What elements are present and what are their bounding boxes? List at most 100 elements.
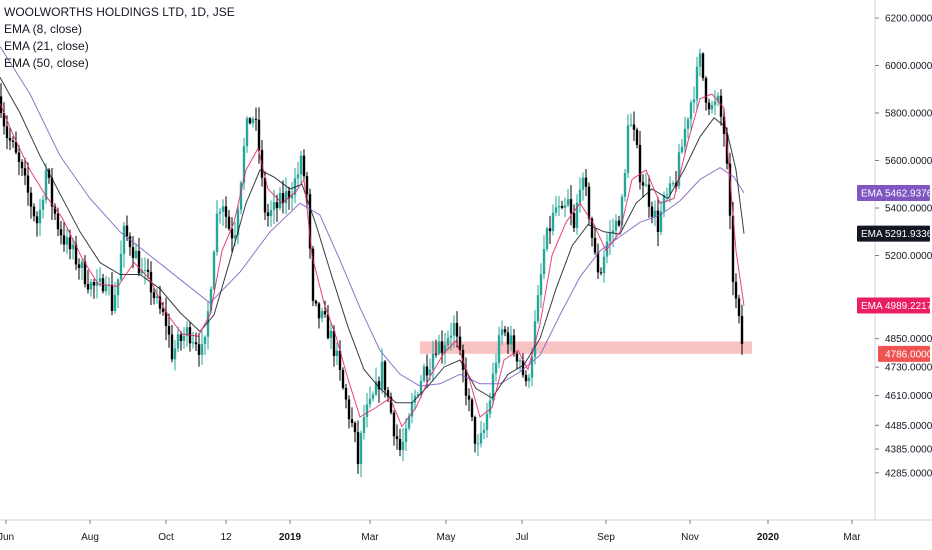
candle-body — [59, 229, 63, 236]
candle-body — [515, 353, 519, 362]
ema21-line — [0, 77, 745, 404]
candle-body — [563, 205, 567, 208]
candle-body — [203, 336, 207, 344]
x-tick-label: Jul — [516, 532, 529, 543]
y-tick-label: 4610.0000 — [885, 391, 932, 402]
support-zone — [420, 341, 752, 354]
candle-body — [707, 102, 711, 110]
legend-ema21[interactable]: EMA (21, close) — [4, 39, 89, 53]
chart-legend: WOOLWORTHS HOLDINGS LTD, 1D, JSE EMA (8,… — [4, 4, 235, 72]
candle-body — [713, 101, 717, 105]
candle-body — [197, 344, 201, 355]
candle-body — [257, 119, 261, 150]
candle-body — [320, 311, 324, 319]
candle-body — [716, 95, 720, 102]
candle-body — [14, 141, 18, 153]
candle-body — [281, 193, 285, 204]
candle-body — [626, 125, 630, 173]
candle-body — [368, 398, 372, 405]
legend-ema8[interactable]: EMA (8, close) — [4, 22, 83, 36]
candle-body — [497, 335, 501, 363]
candle-body — [629, 124, 633, 126]
candle-body — [191, 342, 195, 344]
x-tick-label: 2020 — [757, 532, 780, 543]
candle-body — [731, 215, 735, 282]
candle-body — [173, 348, 177, 360]
candle-body — [344, 387, 348, 400]
candle-body — [398, 439, 402, 451]
candle-body — [80, 261, 84, 269]
candle-body — [623, 172, 627, 197]
candle-body — [608, 233, 612, 242]
candle-body — [638, 144, 642, 183]
candle-body — [53, 206, 57, 214]
candle-body — [236, 209, 240, 236]
candle-body — [104, 285, 108, 292]
candle-body — [665, 194, 669, 196]
candle-body — [551, 212, 555, 232]
candle-body — [116, 279, 120, 296]
candle-body — [710, 104, 714, 110]
candle-body — [659, 211, 663, 232]
candle-body — [389, 396, 393, 413]
candle-body — [518, 360, 522, 362]
candle-body — [164, 311, 168, 327]
candle-body — [494, 362, 498, 374]
y-tick-label: 4850.0000 — [885, 334, 932, 345]
candle-body — [416, 394, 420, 396]
candle-body — [701, 53, 705, 79]
candle-body — [683, 128, 687, 147]
candle-body — [458, 336, 462, 350]
y-tick-label: 6200.0000 — [885, 14, 932, 25]
y-tick-label: 4485.0000 — [885, 421, 932, 432]
candle-body — [359, 433, 363, 465]
candle-body — [308, 194, 312, 249]
candle-body — [5, 126, 9, 139]
candle-body — [332, 330, 336, 357]
candle-body — [146, 269, 150, 272]
candle-body — [524, 375, 528, 382]
candle-body — [209, 289, 213, 312]
candle-body — [428, 369, 432, 376]
candle-body — [425, 366, 429, 376]
candle-body — [584, 177, 588, 187]
candles — [0, 48, 744, 478]
candle-body — [422, 366, 426, 381]
candle-body — [266, 212, 270, 217]
candle-body — [194, 342, 198, 345]
candle-body — [473, 417, 477, 444]
candle-body — [242, 146, 246, 183]
candle-body — [218, 211, 222, 214]
candle-body — [545, 228, 549, 250]
candle-body — [392, 412, 396, 437]
candle-body — [263, 177, 267, 213]
price-label-box — [857, 225, 930, 242]
y-tick-label: 5400.0000 — [885, 204, 932, 215]
candle-body — [698, 53, 702, 67]
candle-body — [554, 207, 558, 213]
candle-body — [128, 236, 132, 248]
candle-body — [143, 269, 147, 271]
candle-body — [581, 177, 585, 190]
candle-body — [2, 112, 6, 127]
candle-body — [560, 206, 564, 208]
candle-body — [8, 138, 12, 141]
candle-body — [317, 303, 321, 319]
candle-body — [356, 432, 360, 465]
candle-body — [527, 377, 531, 382]
candle-body — [305, 176, 309, 195]
candle-body — [503, 329, 507, 333]
candle-body — [326, 314, 330, 339]
time-axis: Jun Aug Oct 12 2019 Mar May Jul Sep Nov 2020 Mar — [0, 520, 861, 543]
candle-body — [56, 213, 60, 230]
legend-ema50[interactable]: EMA (50, close) — [4, 56, 89, 70]
candle-body — [38, 209, 42, 224]
candle-body — [41, 199, 45, 210]
candle-body — [200, 343, 204, 355]
candle-body — [185, 327, 189, 336]
candle-body — [290, 195, 294, 199]
candle-body — [272, 202, 276, 211]
candle-body — [602, 256, 606, 274]
candle-body — [122, 225, 126, 254]
